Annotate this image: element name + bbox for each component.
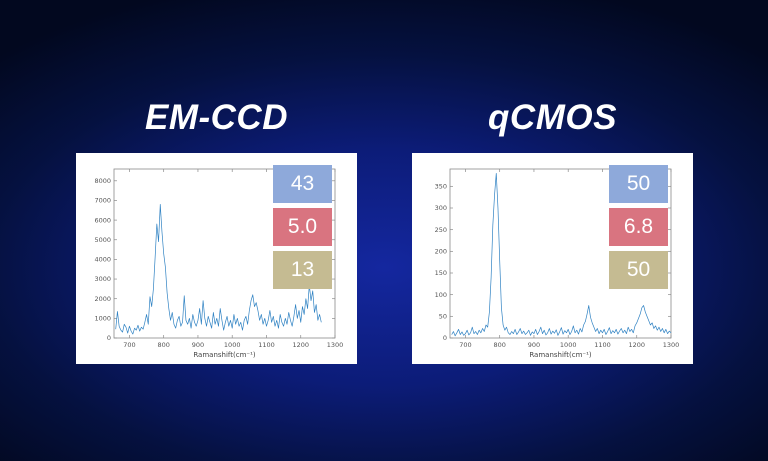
y-tick-label: 4000 <box>94 256 111 264</box>
x-axis-label: Ramanshift(cm⁻¹) <box>529 351 592 359</box>
y-tick-label: 50 <box>439 313 447 321</box>
red-badge: 5.0 <box>273 208 332 246</box>
x-tick-label: 700 <box>123 341 135 349</box>
blue-badge: 43 <box>273 165 332 203</box>
y-tick-label: 200 <box>435 248 447 256</box>
chart-frame <box>113 168 336 339</box>
y-tick-label: 0 <box>443 334 447 342</box>
y-tick-label: 0 <box>107 334 111 342</box>
x-tick-label: 1200 <box>628 341 645 349</box>
x-tick-label: 800 <box>157 341 169 349</box>
khaki-badge: 50 <box>609 251 668 289</box>
y-tick-label: 6000 <box>94 216 111 224</box>
y-tick-label: 300 <box>435 204 447 212</box>
y-tick-label: 2000 <box>94 295 111 303</box>
x-tick-label: 900 <box>192 341 204 349</box>
x-tick-label: 1300 <box>663 341 680 349</box>
x-tick-label: 1100 <box>258 341 275 349</box>
khaki-badge: 13 <box>273 251 332 289</box>
blue-badge: 50 <box>609 165 668 203</box>
qcmos-panel: 700 800 900 1000 1100 1200 1300 0 50 100 150 200 250… <box>412 153 693 364</box>
chart-frame <box>449 168 672 339</box>
x-tick-label: 1000 <box>560 341 577 349</box>
y-tick-label: 8000 <box>94 177 111 185</box>
x-tick-label: 1300 <box>327 341 344 349</box>
x-tick-label: 1000 <box>224 341 241 349</box>
x-tick-label: 1200 <box>292 341 309 349</box>
y-tick-label: 7000 <box>94 197 111 205</box>
spectrum-line <box>451 172 672 337</box>
y-tick-label: 150 <box>435 269 447 277</box>
x-tick-label: 800 <box>493 341 505 349</box>
qcmos-title: qCMOS <box>488 98 617 137</box>
emccd-chart: 700 800 900 1000 1100 1200 1300 0 1000 2000 3000 40… <box>94 168 344 359</box>
qcmos-chart: 700 800 900 1000 1100 1200 1300 0 50 100 150 200 250… <box>435 168 680 359</box>
y-tick-label: 1000 <box>94 315 111 323</box>
emccd-panel: 700 800 900 1000 1100 1200 1300 0 1000 2000 3000 40… <box>76 153 357 364</box>
y-tick-label: 100 <box>435 291 447 299</box>
y-tick-label: 5000 <box>94 236 111 244</box>
y-tick-label: 350 <box>435 183 447 191</box>
emccd-title: EM-CCD <box>145 98 288 137</box>
y-tick-label: 3000 <box>94 275 111 283</box>
y-tick-label: 250 <box>435 226 447 234</box>
spectrum-line <box>115 204 322 335</box>
x-tick-label: 700 <box>459 341 471 349</box>
x-tick-label: 1100 <box>594 341 611 349</box>
x-axis-label: Ramanshift(cm⁻¹) <box>193 351 256 359</box>
red-badge: 6.8 <box>609 208 668 246</box>
x-tick-label: 900 <box>528 341 540 349</box>
